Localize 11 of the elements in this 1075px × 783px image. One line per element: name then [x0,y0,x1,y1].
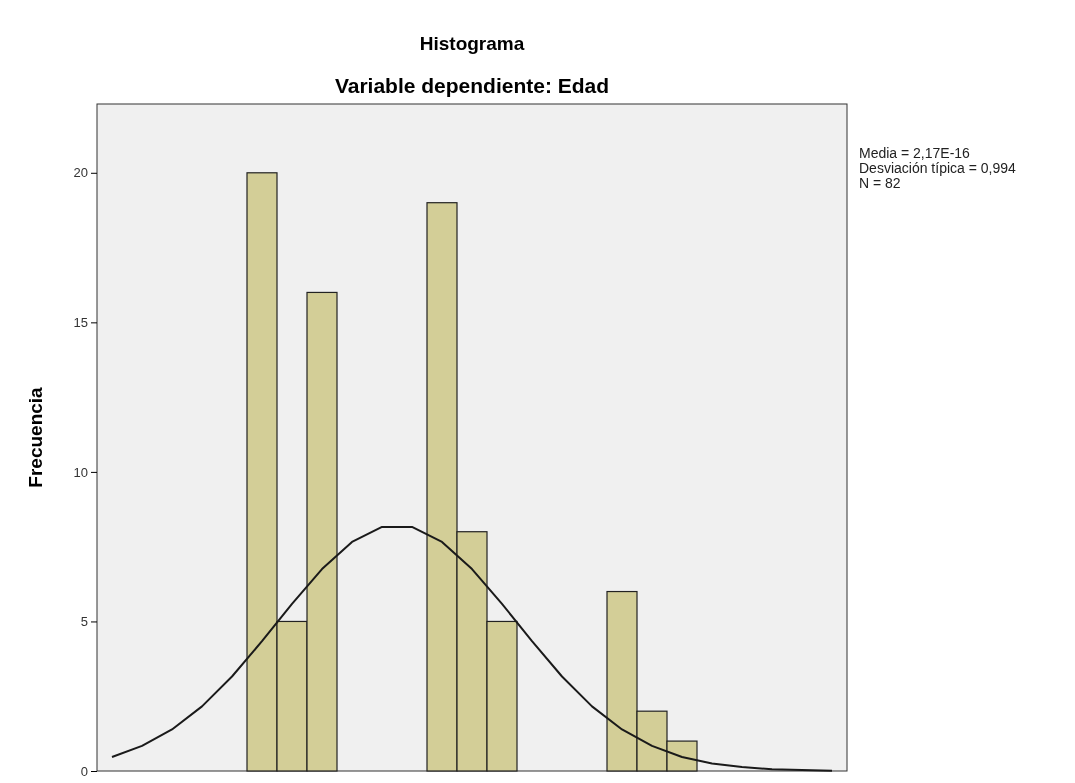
y-tick-label: 20 [73,165,88,181]
text: Desviación típica = 0,994 [859,160,1017,176]
text: N = 82 [859,175,901,191]
chart-title: Histograma [419,33,525,54]
chart-subtitle: Variable dependiente: Edad [334,74,610,97]
y-tick-label: 0 [80,763,88,779]
y-tick-label: 10 [73,464,88,480]
y-axis-title: Frecuencia [25,386,46,488]
text: Media = 2,17E-16 [859,145,971,161]
y-tick-label: 15 [73,315,88,331]
y-tick-label: 5 [80,614,88,630]
